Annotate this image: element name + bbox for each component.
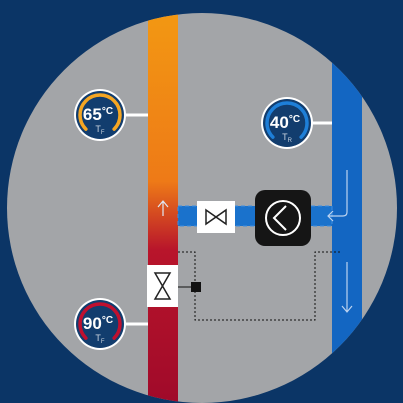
flow-arrow — [341, 262, 353, 313]
gauge-label: TR — [282, 132, 293, 144]
gauge-arc — [78, 93, 122, 131]
gauge-label: TF — [95, 124, 105, 136]
valve-icon — [205, 208, 227, 226]
gauge-label-sub: F — [101, 130, 105, 136]
gauge-label: TF — [95, 333, 105, 345]
gauge-unit: °C — [102, 315, 113, 326]
gauge-face — [76, 91, 124, 139]
gauge-value: 40 — [270, 113, 289, 132]
gauge-arc — [78, 302, 122, 340]
flow-arrow — [157, 200, 169, 216]
gauge-label-main: T — [95, 333, 101, 343]
pump-icon — [272, 205, 287, 231]
pump-icon — [265, 200, 301, 236]
gauge-reading: 40°C — [270, 113, 300, 132]
gauge-face — [263, 99, 311, 147]
gauge-unit: °C — [289, 114, 300, 125]
gauge-face — [76, 300, 124, 348]
gauge-label-main: T — [95, 124, 101, 134]
gauge-label-sub: F — [101, 339, 105, 345]
gauge-reading: 65°C — [83, 105, 113, 124]
gauge-label-main: T — [282, 132, 288, 142]
gauge-reading: 90°C — [83, 314, 113, 333]
actuator — [191, 282, 201, 292]
control-line — [178, 251, 341, 321]
gauge-label-sub: R — [288, 138, 293, 144]
gauge-unit: °C — [102, 106, 113, 117]
pump — [255, 190, 311, 246]
mixing-valve-icon — [153, 272, 172, 300]
flow-arrow — [327, 170, 348, 222]
gauge-value: 65 — [83, 105, 102, 124]
gauge-value: 90 — [83, 314, 102, 333]
gauge-arc — [265, 101, 309, 139]
